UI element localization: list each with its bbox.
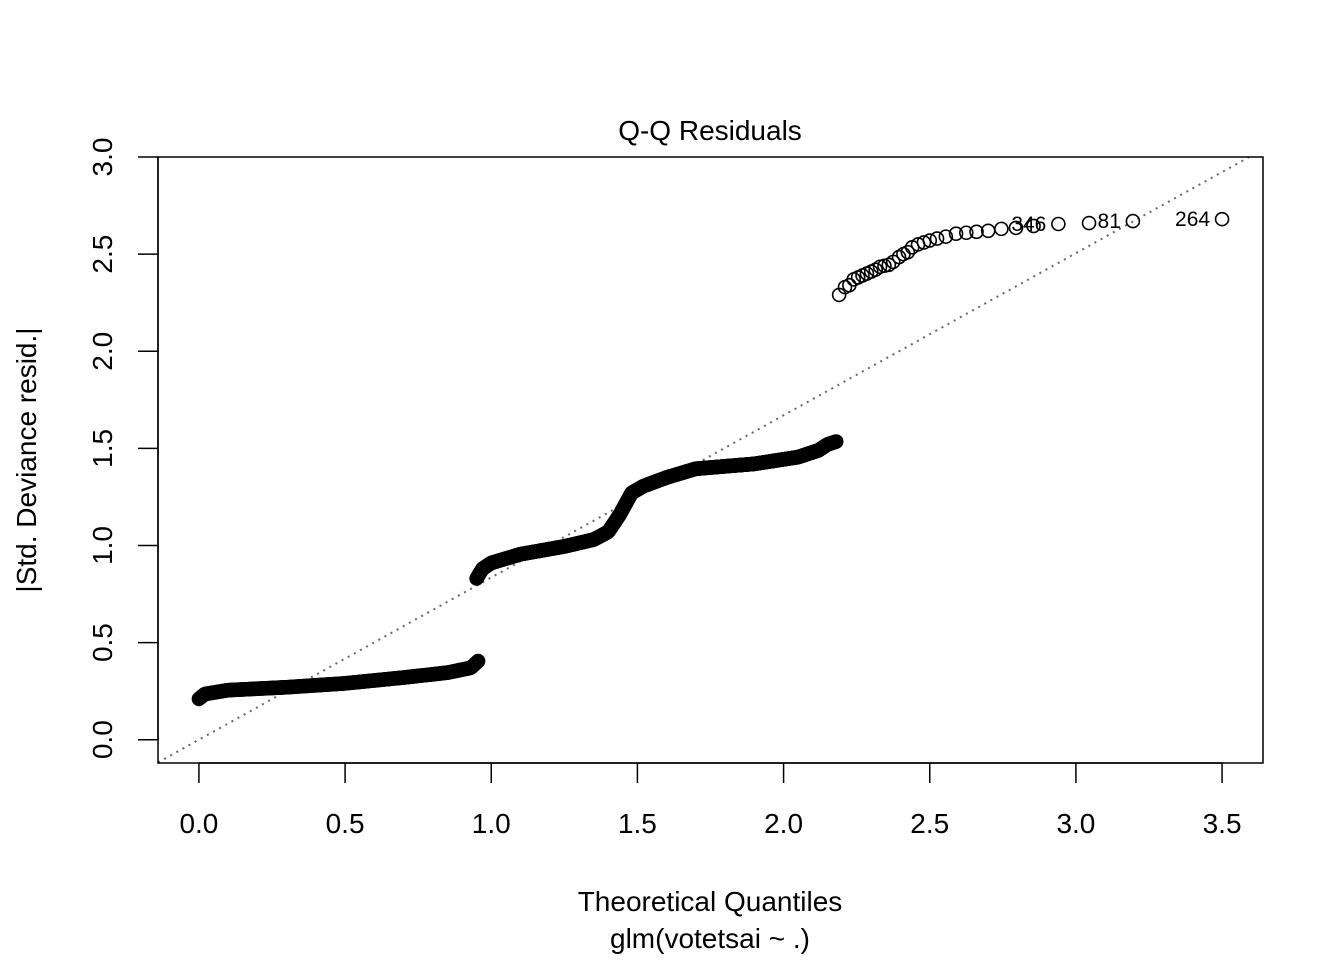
- x-tick-label: 0.5: [326, 808, 365, 839]
- y-axis-label: |Std. Deviance resid.|: [11, 327, 42, 592]
- y-axis: 0.0 0.5 1.0 1.5 2.0 2.5 3.0: [87, 138, 159, 759]
- data-point: [1008, 220, 1024, 236]
- point-label: 264: [1175, 208, 1210, 231]
- x-axis: 0.0 0.5 1.0 1.5 2.0 2.5 3.0 3.5: [179, 762, 1242, 839]
- data-point: [1125, 213, 1141, 229]
- data-point: [881, 257, 897, 273]
- x-tick-label: 0.0: [179, 808, 218, 839]
- data-point: [891, 249, 907, 265]
- points-layer: [191, 211, 1230, 707]
- x-tick-label: 1.0: [472, 808, 511, 839]
- y-tick-label: 0.5: [87, 623, 118, 662]
- y-tick-label: 1.0: [87, 526, 118, 565]
- x-tick-label: 3.5: [1203, 808, 1242, 839]
- data-point: [469, 654, 485, 670]
- data-point: [1214, 211, 1230, 227]
- data-point: [1026, 218, 1041, 234]
- data-point: [828, 434, 844, 449]
- data-point: [916, 235, 932, 250]
- x-tick-label: 2.0: [764, 808, 803, 839]
- x-tick-label: 1.5: [618, 808, 657, 839]
- y-tick-label: 3.0: [87, 138, 118, 177]
- chart-subtitle: glm(votetsai ~ .): [610, 923, 810, 954]
- data-point: [958, 225, 974, 241]
- data-point: [1081, 215, 1097, 231]
- data-point: [466, 657, 482, 673]
- data-point: [465, 658, 481, 674]
- data-point: [467, 656, 483, 672]
- data-point: [1051, 216, 1066, 232]
- y-tick-label: 0.0: [87, 720, 118, 759]
- point-label: 81: [1098, 210, 1121, 233]
- data-point: [468, 655, 484, 671]
- y-tick-label: 2.0: [87, 332, 118, 371]
- data-point: [994, 221, 1009, 237]
- data-point: [969, 224, 984, 240]
- data-point: [868, 262, 883, 277]
- data-point: [922, 233, 938, 248]
- data-point: [948, 226, 964, 242]
- chart-title: Q-Q Residuals: [618, 115, 802, 146]
- x-axis-label: Theoretical Quantiles: [578, 886, 843, 917]
- data-point: [929, 231, 945, 246]
- x-tick-label: 3.0: [1056, 808, 1095, 839]
- y-tick-label: 2.5: [87, 235, 118, 274]
- data-point: [900, 244, 916, 260]
- x-tick-label: 2.5: [910, 808, 949, 839]
- plot-frame: [157, 156, 1264, 764]
- y-tick-label: 1.5: [87, 429, 118, 468]
- data-point: [938, 229, 954, 244]
- data-point: [470, 653, 486, 669]
- reference-line: [158, 157, 1252, 763]
- point-label: 346: [1011, 213, 1046, 236]
